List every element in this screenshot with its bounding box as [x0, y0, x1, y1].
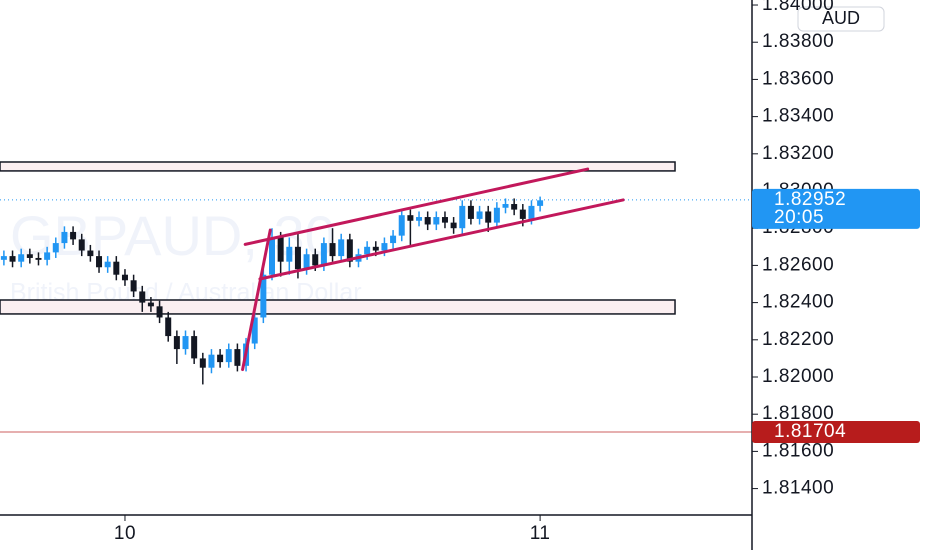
- trend-line: [241, 228, 272, 372]
- y-tick-label: 1.82000: [762, 366, 834, 387]
- candle-body: [251, 317, 258, 344]
- candle-body: [459, 205, 466, 229]
- y-tick-label: 1.84000: [762, 0, 834, 15]
- candle-body: [476, 211, 483, 219]
- candle-body: [225, 349, 232, 363]
- candle-body: [121, 274, 128, 281]
- zone: [0, 161, 676, 172]
- y-tick-label: 1.82600: [762, 254, 834, 275]
- candle-body: [450, 222, 457, 229]
- candle-body: [113, 261, 120, 275]
- candle-body: [139, 291, 146, 303]
- candle-body: [26, 254, 33, 258]
- candle-body: [312, 254, 319, 266]
- candle-body: [182, 336, 189, 350]
- candle-body: [9, 256, 16, 262]
- plot: [0, 161, 752, 433]
- x-tick-label: 10: [114, 523, 136, 544]
- candle-body: [467, 205, 474, 219]
- current-price-label: 1.82952: [774, 189, 846, 210]
- candle-body: [61, 231, 68, 244]
- candle-body: [156, 306, 163, 318]
- currency-badge[interactable]: [797, 6, 885, 32]
- candle-body: [381, 243, 388, 251]
- y-tick-label: 1.82400: [762, 292, 834, 313]
- trend-line: [243, 167, 590, 246]
- candle-body: [269, 237, 275, 275]
- candle-body: [372, 246, 379, 251]
- current-price-badge: [752, 188, 920, 229]
- candle-body: [433, 217, 440, 225]
- candle-body: [18, 254, 25, 262]
- alert-label: 1.81704: [774, 421, 846, 442]
- candle-body: [502, 204, 509, 208]
- candle-body: [320, 243, 327, 266]
- y-tick-label: 1.81400: [762, 478, 834, 499]
- candle-body: [346, 239, 353, 262]
- candle-body: [96, 256, 103, 268]
- candle-body: [70, 231, 77, 240]
- alert-badge: [752, 421, 920, 444]
- y-tick-label: 1.83400: [762, 106, 834, 127]
- candle-body: [147, 302, 154, 307]
- candle-body: [286, 246, 293, 262]
- candle-body: [217, 354, 224, 363]
- candle-body: [416, 217, 423, 221]
- candle-body: [87, 250, 94, 257]
- candle-body: [0, 256, 7, 260]
- candle-body: [329, 243, 336, 257]
- candle-body: [303, 254, 310, 270]
- x-tick-label: 11: [530, 523, 551, 544]
- candle-body: [44, 252, 51, 260]
- candle-body: [424, 217, 431, 225]
- candle-body: [199, 358, 206, 368]
- candle-body: [78, 239, 85, 251]
- y-tick-label: 1.83800: [762, 31, 834, 52]
- candle-body: [234, 349, 241, 366]
- y-tick-label: 1.83600: [762, 68, 834, 89]
- candle-body: [398, 215, 405, 236]
- candle-body: [173, 336, 180, 350]
- trend-line: [258, 198, 625, 281]
- candle-body: [537, 200, 544, 206]
- candle-body: [338, 239, 345, 257]
- zone: [0, 299, 676, 315]
- candle-body: [390, 235, 397, 244]
- candle-body: [528, 205, 535, 219]
- candle-body: [165, 317, 172, 337]
- currency-label: AUD: [822, 8, 860, 28]
- candle-body: [191, 336, 198, 359]
- y-tick-label: 1.82200: [762, 329, 834, 350]
- y-tick-label: 1.81800: [762, 403, 834, 424]
- candle-body: [294, 246, 301, 270]
- candle-body: [130, 280, 137, 292]
- y-tick-label: 1.83200: [762, 143, 834, 164]
- y-tick-label: 1.81600: [762, 440, 834, 461]
- candle-body: [441, 217, 448, 223]
- candle-body: [493, 207, 500, 223]
- candle-body: [485, 211, 492, 223]
- candle-body: [511, 204, 518, 210]
- countdown-label: 20:05: [774, 207, 824, 228]
- candle-body: [104, 261, 111, 268]
- candle-body: [208, 354, 215, 368]
- candle-body: [277, 237, 284, 262]
- candle-body: [260, 274, 267, 318]
- candle-body: [519, 209, 526, 219]
- candle-body: [52, 243, 59, 253]
- candle-body: [35, 257, 42, 260]
- candle-body: [364, 246, 371, 255]
- candle-body: [407, 215, 414, 221]
